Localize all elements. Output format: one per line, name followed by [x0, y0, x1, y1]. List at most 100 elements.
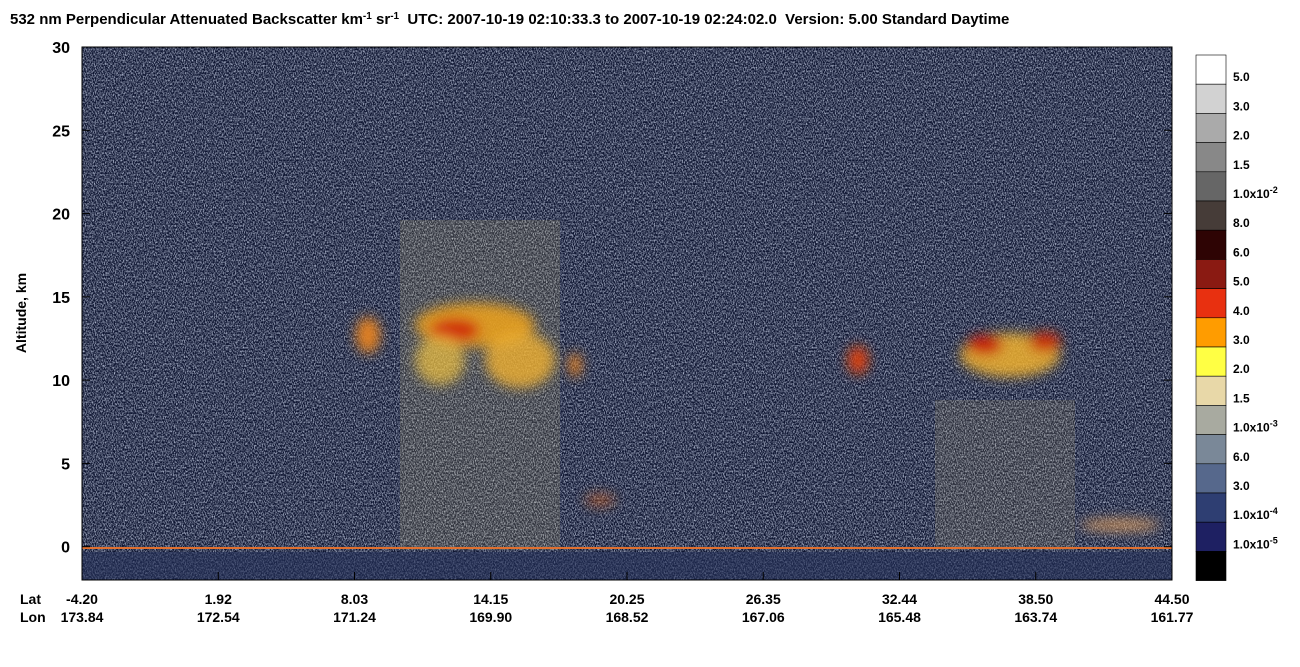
title-part: UTC: 2007-10-19 02:10:33.3 to 2007-10-19…: [399, 11, 1009, 28]
colorbar-label: 5.0: [1233, 275, 1250, 289]
colorbar-swatch: [1195, 463, 1227, 494]
lon-label: 171.24: [333, 609, 376, 625]
lon-label: 169.90: [469, 609, 512, 625]
colorbar-label-text: 5.0: [1233, 70, 1250, 84]
cloud-feature: [569, 353, 581, 377]
cloud-feature: [415, 335, 465, 385]
y-tick-label: 10: [52, 373, 70, 390]
cloud-feature: [1029, 332, 1061, 352]
cloud-feature: [585, 494, 615, 506]
colorbar-label-text: 6.0: [1233, 245, 1250, 259]
colorbar-swatch: [1195, 492, 1227, 523]
lat-label: 14.15: [473, 591, 508, 607]
plot-area: [82, 47, 1172, 580]
colorbar-label-text: 8.0: [1233, 216, 1250, 230]
noise-column: [400, 220, 560, 550]
lon-label: 161.77: [1151, 609, 1194, 625]
cloud-feature: [1080, 519, 1160, 531]
colorbar-label: 1.0x10-5: [1233, 535, 1278, 551]
colorbar-swatch: [1195, 551, 1227, 581]
colorbar-swatch: [1195, 259, 1227, 289]
colorbar-label-text: 1.5: [1233, 158, 1250, 172]
colorbar-label: 1.0x10-3: [1233, 419, 1278, 435]
colorbar-label: 1.5: [1233, 158, 1250, 172]
colorbar-label-text: 4.0: [1233, 304, 1250, 318]
cloud-features: [356, 303, 1160, 531]
colorbar-swatch: [1195, 171, 1227, 202]
colorbar-label-text: 1.0x10: [1233, 508, 1270, 522]
backscatter-noise: [82, 47, 1172, 580]
cloud-feature: [967, 335, 1003, 355]
colorbar-label: 3.0: [1233, 479, 1250, 493]
cloud-feature: [485, 332, 555, 388]
colorbar-swatch: [1195, 229, 1227, 260]
colorbar-label-text: 3.0: [1233, 333, 1250, 347]
cloud-feature: [848, 346, 868, 374]
colorbar-label-exponent: -5: [1270, 535, 1278, 545]
colorbar-swatch: [1195, 434, 1227, 465]
lon-label: 172.54: [197, 609, 240, 625]
colorbar-label-text: 3.0: [1233, 479, 1250, 493]
colorbar-swatch: [1195, 113, 1227, 143]
colorbar-swatch: [1195, 521, 1227, 552]
colorbar-label-text: 6.0: [1233, 450, 1250, 464]
colorbar-swatch: [1195, 317, 1227, 348]
noise-column: [935, 400, 1075, 550]
cloud-feature: [356, 317, 380, 353]
y-tick-label: 20: [52, 207, 70, 224]
title-part: sr: [372, 11, 391, 28]
colorbar-swatch: [1195, 405, 1227, 435]
y-tick-label: 25: [52, 123, 70, 140]
lat-label: 20.25: [609, 591, 644, 607]
lat-label: 38.50: [1018, 591, 1053, 607]
colorbar-label: 3.0: [1233, 333, 1250, 347]
y-tick-label: 5: [61, 456, 70, 473]
y-tick-label: 15: [52, 290, 70, 307]
colorbar-label: 5.0: [1233, 70, 1250, 84]
title-superscript: -1: [363, 11, 372, 22]
lat-label: 1.92: [205, 591, 232, 607]
colorbar-label: 6.0: [1233, 450, 1250, 464]
colorbar-label: 4.0: [1233, 304, 1250, 318]
colorbar-label-text: 5.0: [1233, 275, 1250, 289]
colorbar-label-text: 1.0x10: [1233, 537, 1270, 551]
colorbar-swatch: [1195, 200, 1227, 231]
lat-label: 8.03: [341, 591, 368, 607]
colorbar-label: 6.0: [1233, 245, 1250, 259]
colorbar-swatch: [1195, 142, 1227, 173]
title-superscript: -1: [390, 11, 399, 22]
colorbar-label: 8.0: [1233, 216, 1250, 230]
colorbar-label: 1.0x10-2: [1233, 185, 1278, 201]
colorbar-swatch: [1195, 288, 1227, 319]
lon-label: 165.48: [878, 609, 921, 625]
colorbar-label-exponent: -4: [1270, 506, 1278, 516]
colorbar-label: 1.5: [1233, 391, 1250, 405]
lat-label: 26.35: [746, 591, 781, 607]
colorbar-swatch: [1195, 83, 1227, 114]
x-row-label: Lon: [20, 609, 46, 625]
colorbar-label: 3.0: [1233, 99, 1250, 113]
colorbar-swatch: [1195, 54, 1227, 85]
x-row-label: Lat: [20, 591, 41, 607]
title-part: 532 nm Perpendicular Attenuated Backscat…: [10, 11, 363, 28]
chart-title: 532 nm Perpendicular Attenuated Backscat…: [10, 11, 1009, 29]
colorbar-label: 2.0: [1233, 129, 1250, 143]
colorbar-label-text: 1.0x10: [1233, 421, 1270, 435]
lat-label: 32.44: [882, 591, 917, 607]
y-tick-label: 0: [61, 540, 70, 557]
colorbar-label-exponent: -2: [1270, 185, 1278, 195]
y-tick-label: 30: [52, 40, 70, 57]
colorbar-label: 1.0x10-4: [1233, 506, 1278, 522]
lon-label: 163.74: [1014, 609, 1057, 625]
colorbar-label-text: 3.0: [1233, 99, 1250, 113]
y-axis-label: Altitude, km: [13, 273, 29, 353]
colorbar-label-exponent: -3: [1270, 419, 1278, 429]
lon-label: 167.06: [742, 609, 785, 625]
colorbar-label-text: 2.0: [1233, 129, 1250, 143]
colorbar-label-text: 1.0x10: [1233, 187, 1270, 201]
lat-label: -4.20: [66, 591, 98, 607]
colorbar-swatch: [1195, 346, 1227, 377]
colorbar-label: 2.0: [1233, 362, 1250, 376]
lon-label: 168.52: [606, 609, 649, 625]
